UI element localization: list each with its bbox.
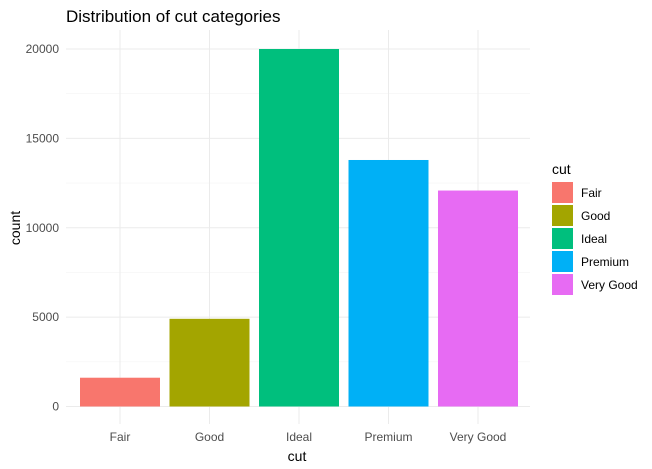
bar-ideal <box>259 49 339 407</box>
legend-key <box>552 228 573 249</box>
legend-title: cut <box>552 161 571 177</box>
bar-premium <box>348 159 429 407</box>
bars <box>80 49 518 407</box>
legend-key <box>552 274 573 295</box>
bar-very-good <box>438 190 518 407</box>
y-tick-label: 0 <box>52 400 59 414</box>
x-tick-labels: Fair Good Ideal Premium Very Good <box>110 430 507 444</box>
x-tick-label: Good <box>195 430 224 444</box>
legend: cut Fair Good Ideal Premium Very Good <box>552 161 638 295</box>
legend-key <box>552 251 573 272</box>
chart-title: Distribution of cut categories <box>66 7 281 26</box>
y-tick-label: 20000 <box>26 42 60 56</box>
y-tick-label: 10000 <box>26 221 60 235</box>
y-tick-label: 15000 <box>26 131 60 145</box>
bar-good <box>169 318 250 407</box>
x-axis-title: cut <box>288 448 307 464</box>
legend-label: Premium <box>581 255 629 269</box>
legend-key <box>552 205 573 226</box>
x-tick-label: Premium <box>364 430 412 444</box>
y-axis-title: count <box>7 211 23 245</box>
legend-label: Fair <box>581 186 602 200</box>
y-tick-label: 5000 <box>32 310 59 324</box>
x-tick-label: Very Good <box>450 430 507 444</box>
legend-label: Very Good <box>581 278 638 292</box>
x-tick-label: Ideal <box>286 430 312 444</box>
legend-label: Good <box>581 209 610 223</box>
legend-label: Ideal <box>581 232 607 246</box>
y-tick-labels: 0 5000 10000 15000 20000 <box>26 42 60 414</box>
bar-fair <box>80 377 160 407</box>
legend-key <box>552 182 573 203</box>
x-tick-label: Fair <box>110 430 131 444</box>
